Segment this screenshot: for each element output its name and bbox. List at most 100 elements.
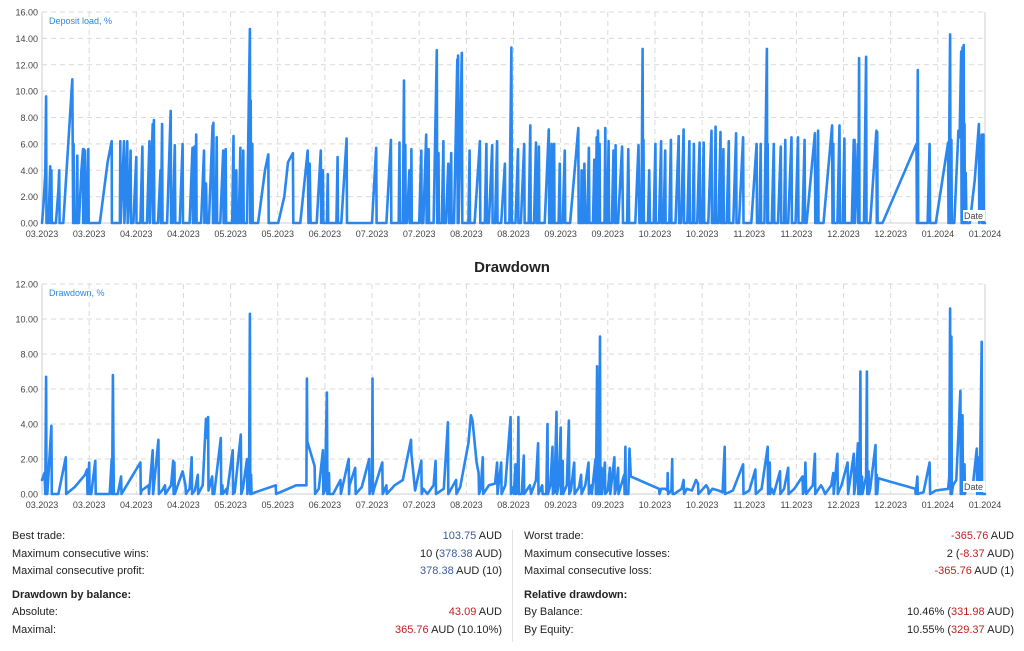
y-tick-label: 2.00 bbox=[20, 192, 38, 202]
x-tick-label: 12.2023 bbox=[874, 500, 907, 510]
x-tick-label: 03.2023 bbox=[73, 229, 106, 239]
max-consecutive-losses-count: 2 ( bbox=[946, 547, 960, 560]
best-trade-row: Best trade: 103.75 AUD bbox=[12, 528, 502, 546]
worst-trade-label: Worst trade: bbox=[524, 530, 584, 542]
x-tick-label: 01.2024 bbox=[969, 500, 1002, 510]
x-tick-label: 11.2023 bbox=[733, 500, 765, 510]
max-consecutive-wins-tail: AUD) bbox=[472, 547, 502, 560]
maximal-drawdown-value: 365.76 bbox=[394, 623, 429, 636]
max-consecutive-wins-value: 378.38 bbox=[439, 547, 473, 560]
deposit-load-chart: 16.00 14.00 12.00 10.00 8.00 6.00 4.00 2.00 0.00… bbox=[0, 0, 1024, 245]
y-tick-label: 12.00 bbox=[15, 280, 38, 290]
maximal-consecutive-profit-tail: AUD (10) bbox=[453, 565, 502, 577]
trade-statistics: Best trade: 103.75 AUD Maximum consecuti… bbox=[0, 528, 1024, 651]
x-tick-label: 09.2023 bbox=[544, 500, 577, 510]
maximal-consecutive-profit-label: Maximal consecutive profit: bbox=[12, 565, 145, 577]
y-tick-label: 6.00 bbox=[20, 385, 38, 395]
x-tick-label: 05.2023 bbox=[261, 229, 294, 239]
y-tick-label: 8.00 bbox=[20, 350, 38, 360]
series-line bbox=[40, 307, 987, 496]
x-tick-label: 05.2023 bbox=[261, 500, 294, 510]
by-equity-row: By Equity: 10.55% (329.37 AUD) bbox=[524, 622, 1014, 640]
absolute-drawdown-value: 43.09 bbox=[448, 606, 477, 618]
x-tick-label: 11.2023 bbox=[780, 229, 812, 239]
max-consecutive-losses-label: Maximum consecutive losses: bbox=[524, 547, 671, 560]
series-line bbox=[40, 27, 987, 225]
x-axis-label-bg bbox=[963, 481, 985, 492]
x-tick-label: 07.2023 bbox=[356, 500, 389, 510]
max-consecutive-losses-value: -8.37 bbox=[959, 547, 985, 560]
maximal-consecutive-profit-row: Maximal consecutive profit: 378.38 AUD (… bbox=[12, 563, 502, 581]
best-trade-value: 103.75 bbox=[442, 530, 477, 542]
y-tick-label: 4.00 bbox=[20, 166, 38, 176]
x-tick-label: 12.2023 bbox=[827, 229, 860, 239]
x-tick-label: 03.2023 bbox=[26, 229, 59, 239]
by-balance-label: By Balance: bbox=[524, 606, 583, 618]
x-tick-label: 04.2023 bbox=[120, 500, 153, 510]
maximal-drawdown-label: Maximal: bbox=[12, 623, 57, 636]
best-trade-label: Best trade: bbox=[12, 530, 66, 542]
x-tick-label: 01.2024 bbox=[969, 229, 1002, 239]
by-equity-pct: 10.55% ( bbox=[906, 623, 951, 636]
x-tick-label: 03.2023 bbox=[73, 500, 106, 510]
x-tick-label: 09.2023 bbox=[592, 500, 625, 510]
y-tick-label: 4.00 bbox=[20, 420, 38, 430]
x-tick-label: 09.2023 bbox=[592, 229, 625, 239]
x-tick-label: 08.2023 bbox=[497, 229, 530, 239]
x-tick-label: 07.2023 bbox=[356, 229, 389, 239]
x-tick-label: 01.2024 bbox=[922, 229, 955, 239]
by-equity-label: By Equity: bbox=[524, 623, 574, 636]
x-tick-label: 10.2023 bbox=[639, 229, 672, 239]
maximal-consecutive-loss-tail: AUD (1) bbox=[971, 565, 1014, 577]
max-consecutive-wins-label: Maximum consecutive wins: bbox=[12, 547, 149, 560]
y-tick-label: 14.00 bbox=[15, 34, 38, 44]
absolute-drawdown-unit: AUD bbox=[476, 606, 502, 618]
drawdown-by-balance-heading: Drawdown by balance: bbox=[12, 588, 132, 601]
y-tick-label: 0.00 bbox=[20, 219, 38, 229]
best-trade-unit: AUD bbox=[476, 530, 502, 542]
x-tick-label: 04.2023 bbox=[167, 229, 200, 239]
x-tick-label: 10.2023 bbox=[686, 229, 719, 239]
y-tick-label: 12.00 bbox=[15, 60, 38, 70]
x-tick-label: 06.2023 bbox=[309, 500, 342, 510]
x-tick-label: 09.2023 bbox=[544, 229, 577, 239]
by-balance-pct: 10.46% ( bbox=[906, 606, 951, 618]
x-tick-label: 05.2023 bbox=[214, 229, 247, 239]
x-tick-label: 11.2023 bbox=[733, 229, 765, 239]
x-tick-label: 07.2023 bbox=[403, 229, 436, 239]
max-consecutive-losses-tail: AUD) bbox=[984, 547, 1014, 560]
x-tick-label: 05.2023 bbox=[214, 500, 247, 510]
x-tick-label: 08.2023 bbox=[450, 229, 483, 239]
x-tick-label: 11.2023 bbox=[780, 500, 812, 510]
x-tick-label: 06.2023 bbox=[309, 229, 342, 239]
maximal-consecutive-loss-row: Maximal consecutive loss: -365.76 AUD (1… bbox=[524, 563, 1014, 581]
x-axis-label: Date bbox=[964, 211, 983, 221]
x-tick-label: 10.2023 bbox=[686, 500, 719, 510]
column-divider bbox=[512, 530, 513, 642]
x-tick-label: 08.2023 bbox=[450, 500, 483, 510]
by-equity-value: 329.37 bbox=[951, 623, 985, 636]
maximal-drawdown-row: Maximal: 365.76 AUD (10.10%) bbox=[12, 622, 502, 640]
absolute-drawdown-label: Absolute: bbox=[12, 606, 58, 618]
stats-right-column: Worst trade: -365.76 AUD Maximum consecu… bbox=[524, 528, 1014, 639]
x-axis-label: Date bbox=[964, 482, 983, 492]
maximal-consecutive-profit-value: 378.38 bbox=[420, 565, 454, 577]
worst-trade-row: Worst trade: -365.76 AUD bbox=[524, 528, 1014, 546]
y-tick-label: 8.00 bbox=[20, 113, 38, 123]
y-tick-label: 0.00 bbox=[20, 490, 38, 500]
x-tick-label: 12.2023 bbox=[874, 229, 907, 239]
legend-label: Drawdown, % bbox=[49, 288, 105, 298]
maximal-consecutive-loss-label: Maximal consecutive loss: bbox=[524, 565, 652, 577]
x-tick-label: 10.2023 bbox=[639, 500, 672, 510]
y-tick-label: 6.00 bbox=[20, 139, 38, 149]
max-consecutive-losses-row: Maximum consecutive losses: 2 (-8.37 AUD… bbox=[524, 546, 1014, 564]
max-consecutive-wins-row: Maximum consecutive wins: 10 (378.38 AUD… bbox=[12, 546, 502, 564]
x-tick-label: 04.2023 bbox=[120, 229, 153, 239]
stats-left-column: Best trade: 103.75 AUD Maximum consecuti… bbox=[12, 528, 502, 639]
by-balance-tail: AUD) bbox=[984, 606, 1014, 618]
by-equity-tail: AUD) bbox=[984, 623, 1014, 636]
chart-svg-1: 16.00 14.00 12.00 10.00 8.00 6.00 4.00 2.00 0.00… bbox=[15, 8, 1002, 240]
worst-trade-unit: AUD bbox=[988, 530, 1014, 542]
absolute-drawdown-row: Absolute: 43.09 AUD bbox=[12, 604, 502, 622]
